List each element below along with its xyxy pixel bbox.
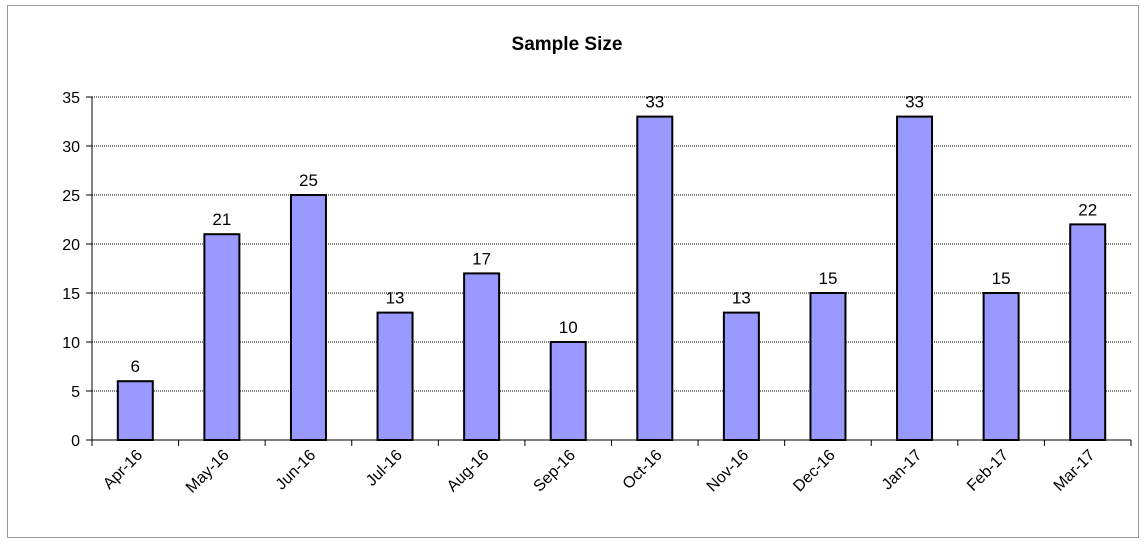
x-tick-label: Apr-16 bbox=[100, 447, 146, 493]
data-label: 21 bbox=[212, 210, 231, 229]
axes bbox=[86, 96, 1132, 446]
bar bbox=[896, 115, 934, 441]
data-label: 33 bbox=[645, 93, 664, 112]
gridlines bbox=[92, 96, 1131, 392]
bar bbox=[376, 311, 414, 442]
x-tick-label: May-16 bbox=[183, 447, 233, 497]
bars bbox=[116, 115, 1107, 442]
y-tick-label: 35 bbox=[62, 90, 80, 107]
x-tick-labels: Apr-16 May-16 Jun-16 Jul-16 Aug-16 Sep-16 Oct-… bbox=[100, 447, 1098, 497]
y-tick-label: 20 bbox=[62, 237, 80, 254]
bar bbox=[722, 311, 760, 442]
x-tick-label: Dec-16 bbox=[790, 447, 839, 496]
data-label: 15 bbox=[818, 269, 837, 288]
data-label: 13 bbox=[732, 289, 751, 308]
x-tick-label: Mar-17 bbox=[1051, 447, 1099, 495]
bar bbox=[1069, 223, 1107, 441]
bar bbox=[809, 292, 847, 441]
bar bbox=[289, 194, 327, 441]
x-tick-label: Nov-16 bbox=[704, 447, 753, 496]
y-tick-label: 25 bbox=[62, 188, 80, 205]
data-label: 6 bbox=[131, 357, 140, 376]
data-labels: 6 21 25 13 17 10 33 13 15 33 15 22 bbox=[131, 93, 1098, 377]
bar bbox=[982, 292, 1020, 441]
chart-title: Sample Size bbox=[512, 34, 623, 55]
bar bbox=[636, 115, 674, 441]
bar bbox=[203, 233, 241, 441]
x-tick-label: Jan-17 bbox=[879, 447, 926, 494]
y-tick-label: 0 bbox=[71, 433, 80, 450]
y-tick-label: 10 bbox=[62, 335, 80, 352]
y-tick-label: 15 bbox=[62, 286, 80, 303]
data-label: 25 bbox=[299, 171, 318, 190]
x-tick-label: Feb-17 bbox=[964, 447, 1012, 495]
bar bbox=[463, 272, 501, 441]
y-tick-label: 30 bbox=[62, 139, 80, 156]
bar bbox=[549, 341, 587, 441]
data-label: 13 bbox=[386, 289, 405, 308]
data-label: 15 bbox=[992, 269, 1011, 288]
data-label: 33 bbox=[905, 93, 924, 112]
x-tick-label: Jul-16 bbox=[363, 447, 406, 490]
bar bbox=[116, 380, 154, 442]
y-tick-label: 5 bbox=[71, 384, 80, 401]
y-tick-labels: 0 5 10 15 20 25 30 35 bbox=[62, 90, 80, 450]
x-tick-label: Sep-16 bbox=[531, 447, 580, 496]
x-tick-label: Oct-16 bbox=[620, 447, 666, 493]
x-tick-label: Aug-16 bbox=[444, 447, 493, 496]
data-label: 22 bbox=[1078, 200, 1097, 219]
data-label: 17 bbox=[472, 249, 491, 268]
chart-frame bbox=[7, 5, 1139, 538]
data-label: 10 bbox=[559, 318, 578, 337]
x-tick-label: Jun-16 bbox=[273, 447, 320, 494]
